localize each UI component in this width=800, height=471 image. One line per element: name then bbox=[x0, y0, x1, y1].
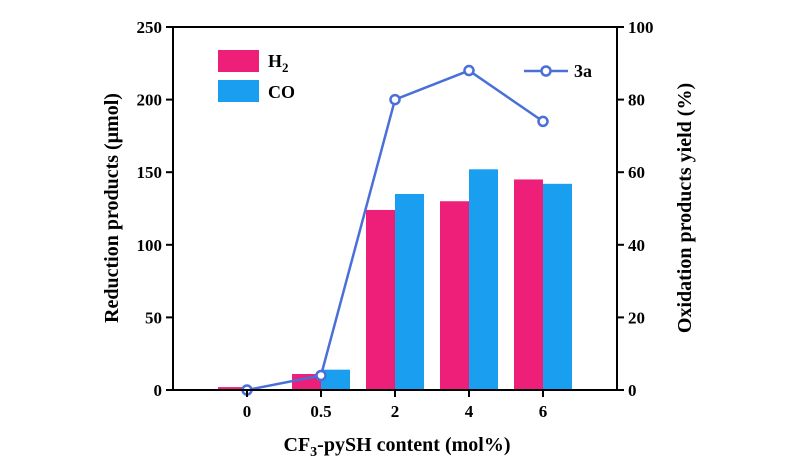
x-axis-title-post: -pySH content (mol%) bbox=[317, 434, 510, 456]
y2-tick-label: 20 bbox=[628, 308, 645, 327]
bar-co-6 bbox=[543, 183, 572, 390]
bar-h-6 bbox=[514, 179, 543, 390]
point-3a-2 bbox=[389, 93, 401, 106]
y2-axis-title: Oxidation products yield (%) bbox=[674, 83, 696, 333]
bar-h-0 bbox=[218, 387, 247, 390]
bar-h-2 bbox=[366, 209, 395, 390]
y-tick-label: 200 bbox=[137, 91, 163, 110]
bars-group bbox=[218, 169, 572, 390]
legend-line-marker bbox=[540, 65, 552, 77]
point-3a-0.5 bbox=[315, 369, 327, 382]
x-tick-label: 6 bbox=[539, 402, 548, 421]
x-tick-label: 2 bbox=[391, 402, 400, 421]
y2-tick-label: 80 bbox=[628, 91, 645, 110]
legend-swatch-co bbox=[218, 80, 259, 102]
legend-label-h2-main: H bbox=[268, 51, 282, 71]
y2-tick-label: 40 bbox=[628, 236, 645, 255]
point-3a-6 bbox=[537, 115, 549, 128]
legend-label-h2: H2 bbox=[268, 51, 289, 75]
x-tick-label: 0.5 bbox=[310, 402, 331, 421]
bar-co-2 bbox=[395, 193, 424, 390]
legend-bars: H2 CO bbox=[218, 50, 295, 102]
y-tick-label: 150 bbox=[137, 163, 163, 182]
y-tick-label: 0 bbox=[154, 381, 163, 400]
x-axis-title: CF3-pySH content (mol%) bbox=[284, 434, 511, 460]
y2-tick-label: 100 bbox=[628, 18, 654, 37]
ticks-group: 0 50 100 150 200 250 0 20 40 60 80 100 0 0.5 2 4 6 bbox=[137, 18, 654, 421]
y2-tick-label: 0 bbox=[628, 381, 637, 400]
bar-co-0.5 bbox=[321, 369, 350, 390]
y-tick-label: 50 bbox=[145, 308, 162, 327]
point-3a-4 bbox=[463, 64, 475, 77]
y-tick-label: 250 bbox=[137, 18, 163, 37]
x-axis-title-pre: CF bbox=[284, 434, 311, 456]
bar-co-4 bbox=[469, 169, 498, 390]
legend-label-3a: 3a bbox=[574, 61, 592, 81]
x-tick-label: 4 bbox=[465, 402, 474, 421]
bar-h-4 bbox=[440, 201, 469, 390]
y2-tick-label: 60 bbox=[628, 163, 645, 182]
line-series-group bbox=[241, 64, 549, 396]
x-axis-title-sub: 3 bbox=[310, 445, 317, 460]
y-tick-label: 100 bbox=[137, 236, 163, 255]
legend-label-h2-sub: 2 bbox=[282, 60, 289, 75]
y-axis-title: Reduction products (μmol) bbox=[101, 93, 123, 323]
legend-label-co: CO bbox=[268, 82, 295, 102]
legend-line: 3a bbox=[524, 61, 592, 81]
legend-swatch-h2 bbox=[218, 50, 259, 72]
x-tick-label: 0 bbox=[243, 402, 252, 421]
